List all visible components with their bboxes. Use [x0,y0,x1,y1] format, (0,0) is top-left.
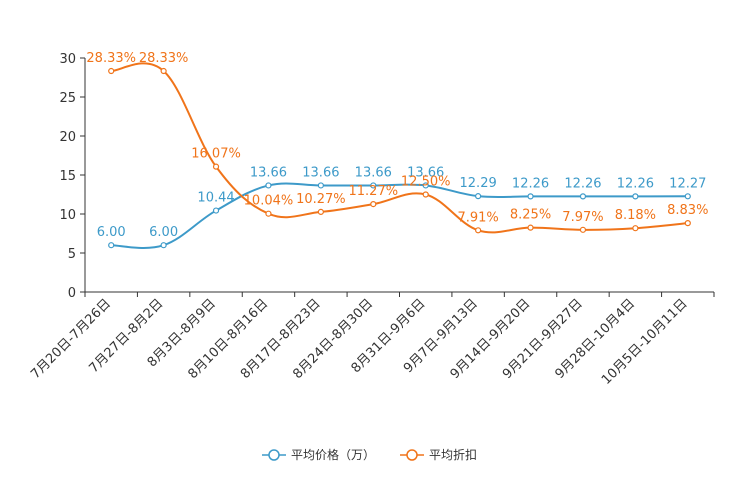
data-label: 13.66 [355,165,392,180]
data-label: 13.66 [302,165,339,180]
data-label: 8.83% [667,203,708,218]
data-label: 12.29 [460,176,497,191]
data-point[interactable] [684,193,691,200]
y-tick-label: 20 [59,130,76,145]
y-tick-label: 5 [68,247,76,262]
legend-item[interactable]: 平均折扣 [400,447,477,462]
series-1: 6.00 6.00 10.44 13.66 13.66 13.66 13.66 12.29 12… [97,165,706,249]
data-label: 12.50% [401,175,451,190]
series-2: 28.33% 28.33% 16.07% 10.04% 10.27%11.27%12.5… [86,51,708,234]
series-layer: 6.00 6.00 10.44 13.66 13.66 13.66 13.66 12.29 12… [86,51,708,249]
data-label: 6.00 [97,225,126,240]
data-label: 7.97% [562,210,603,225]
legend-marker-icon [406,449,418,461]
data-point[interactable] [265,182,272,189]
data-label: 13.66 [250,165,287,180]
data-point[interactable] [684,220,691,227]
data-label: 8.18% [615,208,656,223]
data-point[interactable] [108,242,115,249]
legend-marker-icon [268,449,280,461]
data-point[interactable] [527,193,534,200]
data-label: 28.33% [139,51,189,66]
data-point[interactable] [632,225,639,232]
data-point[interactable] [475,227,482,234]
data-label: 7.91% [457,210,498,225]
y-tick-label: 0 [68,286,76,301]
data-point[interactable] [317,182,324,189]
data-point[interactable] [579,226,587,233]
series-line [111,182,688,249]
data-point[interactable] [160,67,167,75]
data-point[interactable] [317,208,324,215]
data-label: 16.07% [191,147,241,162]
data-point[interactable] [265,210,272,217]
y-tick-label: 15 [59,169,76,184]
data-point[interactable] [108,67,115,75]
data-point[interactable] [422,182,429,189]
data-point[interactable] [212,207,220,214]
data-point[interactable] [422,191,429,198]
data-label: 28.33% [86,51,136,66]
data-label: 8.25% [510,208,551,223]
data-label: 10.04% [244,194,294,209]
y-tick-label: 30 [59,52,76,67]
data-point[interactable] [370,200,377,208]
data-label: 12.27 [669,176,706,191]
data-point[interactable] [475,193,482,200]
data-point[interactable] [579,193,587,200]
x-axis: 7月20日-7月26日7月27日-8月2日8月3日-8月9日8月10日-8月16… [28,292,715,388]
legend-label: 平均价格（万） [291,447,375,462]
data-label: 12.26 [564,176,601,191]
data-label: 10.27% [296,192,346,207]
data-point[interactable] [160,242,167,249]
y-tick-label: 25 [59,91,76,106]
data-point[interactable] [212,163,220,170]
data-label: 6.00 [149,225,178,240]
data-label: 10.44 [197,191,234,206]
data-point[interactable] [370,182,377,189]
data-label: 11.27% [349,184,399,199]
legend: 平均价格（万） 平均折扣 [262,447,477,462]
data-point[interactable] [527,224,534,231]
data-label: 12.26 [617,176,654,191]
data-label: 13.66 [407,165,444,180]
data-point[interactable] [632,193,639,200]
data-label: 12.26 [512,176,549,191]
legend-label: 平均折扣 [429,447,477,462]
y-axis: 0 5 10 15 20 25 30 [59,52,85,301]
y-tick-label: 10 [59,208,76,223]
legend-item[interactable]: 平均价格（万） [262,447,375,462]
